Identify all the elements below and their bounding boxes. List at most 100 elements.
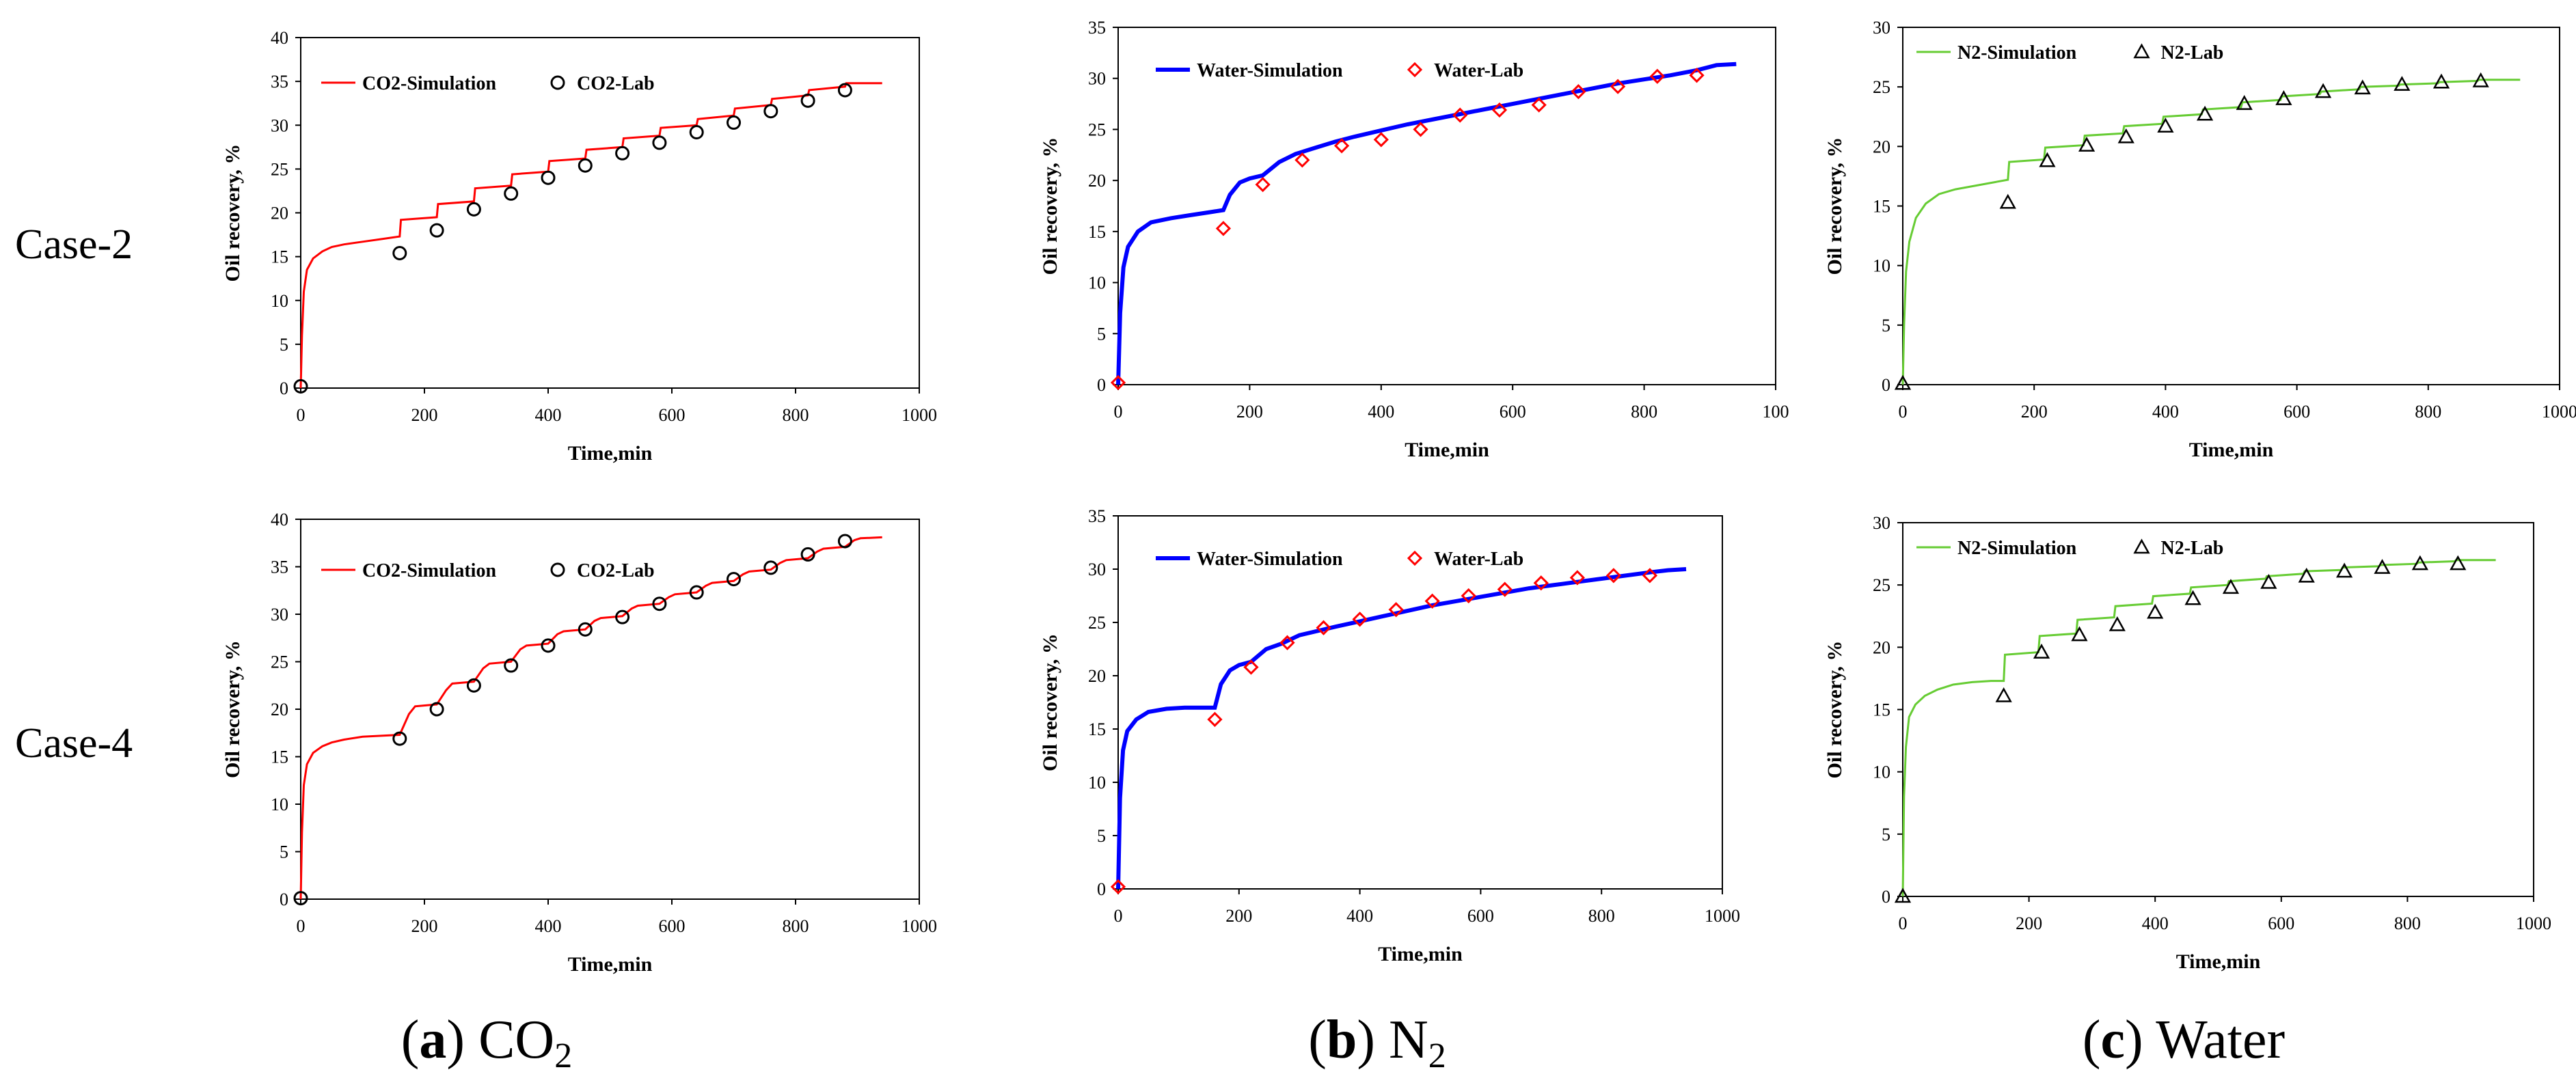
y-tick-label: 15 (1088, 719, 1106, 739)
y-tick-label: 5 (1882, 825, 1890, 844)
x-tick-label: 200 (1225, 906, 1252, 926)
y-tick-label: 35 (1088, 18, 1106, 38)
x-tick-label: 0 (1114, 402, 1123, 422)
lab-point (2222, 579, 2240, 594)
lab-point (1995, 687, 2012, 702)
lab-point (293, 379, 308, 394)
lab-point (1110, 374, 1126, 391)
lab-point (1255, 176, 1271, 193)
caption-a-main: CO (478, 1010, 554, 1070)
simulation-line (1901, 79, 2521, 385)
lab-point (1207, 711, 1223, 728)
x-tick-label: 400 (1368, 402, 1394, 422)
legend-simulation-label: N2-Simulation (1957, 42, 2077, 64)
y-tick-label: 40 (271, 510, 288, 530)
legend-lab-label: Water-Lab (1434, 60, 1523, 81)
y-tick-label: 40 (271, 28, 288, 48)
lab-point (1689, 68, 1705, 83)
row-label-case-4: Case-4 (15, 720, 133, 767)
chart-case2-co2: 0 200 400 600 800 1000 0 5 10 15 20 25 30 35 40 Time,mi… (221, 28, 937, 465)
x-tick-label: 800 (1588, 906, 1615, 926)
x-tick-label: 800 (783, 405, 809, 425)
lab-point (2260, 573, 2277, 589)
x-axis-title: Time,min (2176, 950, 2261, 973)
lab-point (504, 658, 519, 673)
x-tick-label: 600 (2268, 913, 2294, 933)
lab-point (652, 596, 667, 611)
caption-b-sub: 2 (1428, 1036, 1446, 1072)
x-tick-label: 800 (2415, 402, 2441, 422)
chart-case4-n2: 0 200 400 600 800 1000 0 5 10 15 20 25 30 35 Time,min O… (1039, 506, 1740, 965)
y-tick-label: 5 (1097, 324, 1106, 344)
lab-point (1279, 635, 1295, 650)
y-tick-label: 35 (271, 72, 288, 92)
lab-point (1569, 570, 1585, 586)
legend-lab-swatch (2133, 43, 2150, 59)
y-tick-label: 15 (1873, 197, 1890, 217)
lab-point (541, 638, 556, 653)
lab-point (2450, 555, 2467, 571)
lab-point (1571, 84, 1586, 100)
x-tick-label: 600 (659, 405, 686, 425)
caption-c: (c) Water (2083, 1010, 2285, 1070)
legend-lab-label: CO2-Lab (577, 73, 655, 94)
lab-point (615, 146, 630, 161)
lab-point (1413, 122, 1428, 137)
x-tick-label: 1000 (901, 916, 937, 936)
legend-lab-swatch (550, 562, 565, 577)
lab-point (1388, 602, 1404, 618)
chart-case2-n2: 0 200 400 600 800 10005101520253035Time,minOi… (1039, 18, 1789, 461)
lab-point (2432, 73, 2450, 89)
x-tick-label: 200 (2016, 913, 2042, 933)
y-tick-label: 15 (1873, 700, 1890, 720)
x-tick-label: 400 (535, 405, 562, 425)
y-tick-label: 0 (1097, 879, 1106, 899)
legend-lab-swatch (1407, 550, 1423, 566)
lab-point (2033, 644, 2050, 659)
y-axis-title: Oil recovery, % (221, 144, 244, 282)
y-axis-title: Oil recovery, % (1039, 633, 1061, 771)
plot-frame (1117, 27, 1776, 385)
y-tick-label: 20 (1088, 666, 1106, 686)
legend-lab-swatch (2133, 538, 2150, 554)
lab-point (1999, 193, 2016, 209)
lab-point (1243, 659, 1259, 675)
caption-a-open: ( (401, 1010, 420, 1070)
caption-c-close: ) (2125, 1010, 2143, 1070)
lab-point (652, 135, 667, 150)
x-tick-label: 0 (297, 405, 306, 425)
y-tick-label: 10 (1873, 256, 1890, 276)
y-tick-label: 10 (271, 795, 288, 814)
y-tick-label: 15 (1088, 222, 1106, 242)
lab-point (1894, 888, 1912, 903)
plot-frame (1117, 515, 1723, 890)
y-tick-label: 20 (271, 700, 288, 719)
y-tick-label: 35 (271, 558, 288, 577)
lab-point (578, 158, 593, 173)
legend-lab-label: CO2-Lab (577, 560, 655, 581)
lab-point (541, 170, 556, 185)
x-tick-label: 0 (1899, 402, 1908, 422)
x-tick-label: 200 (411, 916, 438, 936)
y-axis-title: Oil recovery, % (1823, 137, 1846, 275)
lab-point (2109, 616, 2126, 631)
x-tick-label: 200 (2021, 402, 2048, 422)
lab-point (2335, 562, 2353, 578)
caption-c-main: Water (2156, 1010, 2285, 1070)
simulation-line (1116, 61, 1737, 385)
lab-point (1333, 138, 1350, 154)
lab-point (2394, 76, 2411, 91)
lab-point (800, 93, 815, 108)
legend-lab-label: N2-Lab (2161, 538, 2224, 559)
lab-point (1894, 374, 1912, 390)
x-axis-title: Time,min (1405, 439, 1489, 461)
lab-point (392, 731, 407, 746)
y-tick-label: 35 (1088, 506, 1106, 526)
y-tick-label: 10 (1088, 273, 1106, 293)
x-tick-label: 200 (1236, 402, 1263, 422)
lab-point (1316, 620, 1331, 635)
lab-point (1294, 152, 1310, 168)
x-tick-label: 200 (411, 405, 438, 425)
y-tick-label: 25 (271, 159, 288, 179)
y-tick-label: 30 (1088, 560, 1106, 579)
